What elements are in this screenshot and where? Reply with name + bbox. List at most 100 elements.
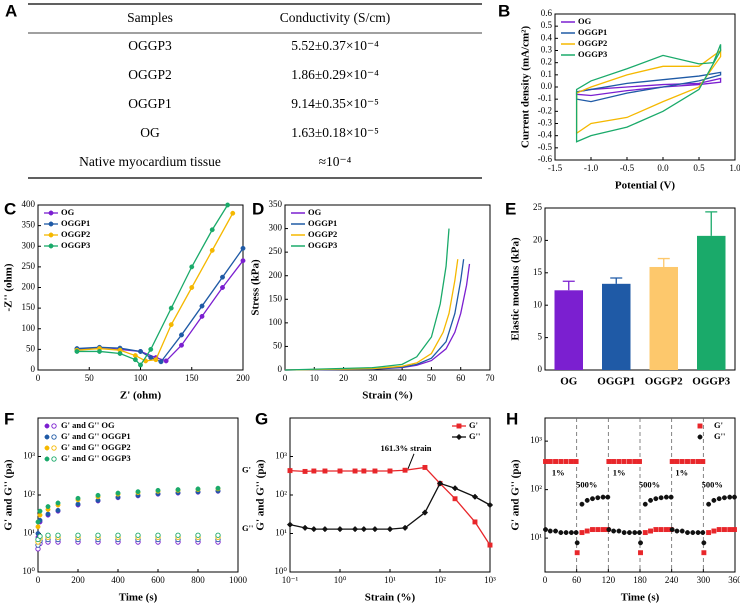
x-tick-label: -0.5 — [620, 163, 635, 173]
panel-label: B — [498, 1, 510, 20]
marker — [75, 495, 81, 501]
marker — [711, 497, 717, 503]
marker — [352, 468, 358, 474]
table-header: Conductivity (S/cm) — [280, 10, 391, 25]
x-tick-label: 10³ — [484, 575, 496, 585]
table-cell: 1.63±0.18×10⁻⁵ — [291, 125, 379, 140]
panel-label: H — [506, 409, 518, 428]
marker — [590, 527, 595, 533]
marker — [97, 348, 102, 354]
x-tick-label: 300 — [697, 575, 711, 585]
y-tick-label: 100 — [269, 317, 283, 327]
marker — [195, 532, 201, 538]
y-axis-title: G' and G'' (pa) — [510, 459, 522, 531]
x-tick-label: OG — [560, 376, 578, 388]
series-line — [76, 204, 229, 367]
table-header: Samples — [127, 10, 173, 25]
marker — [51, 445, 57, 451]
y-tick-label: 0.0 — [541, 81, 553, 91]
marker — [209, 227, 215, 233]
y-tick-label: 50 — [273, 340, 283, 350]
marker — [48, 221, 54, 227]
marker — [175, 487, 181, 493]
legend-label: OGGP2 — [308, 229, 337, 239]
marker — [321, 525, 329, 533]
marker — [322, 468, 328, 474]
marker — [138, 348, 143, 354]
marker — [653, 527, 659, 533]
marker — [611, 528, 617, 534]
marker — [706, 501, 712, 507]
legend-label: G'' — [469, 431, 480, 441]
marker — [558, 459, 564, 464]
marker — [55, 507, 61, 513]
annotation-arrow — [407, 453, 415, 469]
y-tick-label: 10³ — [23, 451, 35, 461]
x-tick-label: 200 — [71, 575, 85, 585]
marker — [697, 423, 703, 429]
marker — [648, 497, 654, 503]
x-axis-title: Potential (V) — [615, 180, 676, 192]
x-tick-label: 10⁻¹ — [282, 575, 299, 585]
marker — [716, 496, 722, 502]
annotation: G'' — [242, 523, 253, 533]
panel-label: A — [5, 1, 17, 20]
legend-label: OGGP1 — [61, 218, 90, 228]
marker — [95, 492, 101, 498]
legend-label: OGGP2 — [578, 38, 607, 48]
y-tick-label: 10¹ — [23, 528, 35, 538]
x-tick-label: 1000 — [229, 575, 248, 585]
marker — [220, 274, 225, 280]
x-tick-label: 0 — [283, 373, 288, 383]
marker — [653, 496, 659, 502]
marker — [115, 532, 121, 538]
legend-label: G' — [714, 420, 723, 430]
x-tick-label: 10¹ — [384, 575, 396, 585]
x-tick-label: 60 — [456, 373, 466, 383]
marker — [351, 525, 359, 533]
marker — [584, 497, 590, 503]
marker — [75, 501, 81, 507]
marker — [455, 433, 463, 441]
marker — [117, 351, 123, 356]
marker — [48, 243, 54, 249]
x-tick-label: 120 — [602, 575, 616, 585]
x-tick-label: 50 — [85, 373, 95, 383]
marker — [658, 495, 664, 501]
legend-label: OGGP3 — [61, 240, 90, 250]
marker — [638, 540, 643, 546]
y-tick-label: 10³ — [275, 451, 287, 461]
y-tick-label: 0.3 — [541, 45, 553, 55]
marker — [638, 550, 643, 556]
marker — [595, 527, 601, 533]
x-tick-label: 200 — [236, 373, 250, 383]
legend-label: OGGP1 — [578, 27, 607, 37]
y-tick-label: 0.5 — [541, 20, 553, 30]
annotation: G' — [242, 464, 251, 474]
y-tick-label: 10⁰ — [274, 566, 287, 576]
y-tick-label: 300 — [22, 240, 36, 250]
marker — [132, 353, 138, 359]
marker — [45, 504, 51, 510]
marker — [701, 540, 707, 546]
marker — [51, 456, 57, 462]
legend-label: OG — [308, 207, 322, 217]
marker — [632, 530, 638, 536]
x-tick-label: -1.5 — [548, 163, 563, 173]
marker — [616, 528, 622, 534]
annotation: 500% — [702, 480, 723, 490]
x-axis-title: Z' (ohm) — [120, 390, 162, 402]
bar — [602, 283, 631, 370]
marker — [337, 468, 343, 474]
annotation: 500% — [576, 480, 597, 490]
y-tick-label: 350 — [22, 220, 36, 230]
marker — [573, 459, 579, 464]
table-cell: Native myocardium tissue — [79, 154, 221, 169]
marker — [563, 459, 569, 464]
marker — [451, 485, 459, 492]
y-tick-label: 0 — [31, 364, 36, 374]
x-tick-label: 600 — [151, 575, 165, 585]
annotation: 500% — [639, 480, 660, 490]
marker — [543, 527, 548, 533]
